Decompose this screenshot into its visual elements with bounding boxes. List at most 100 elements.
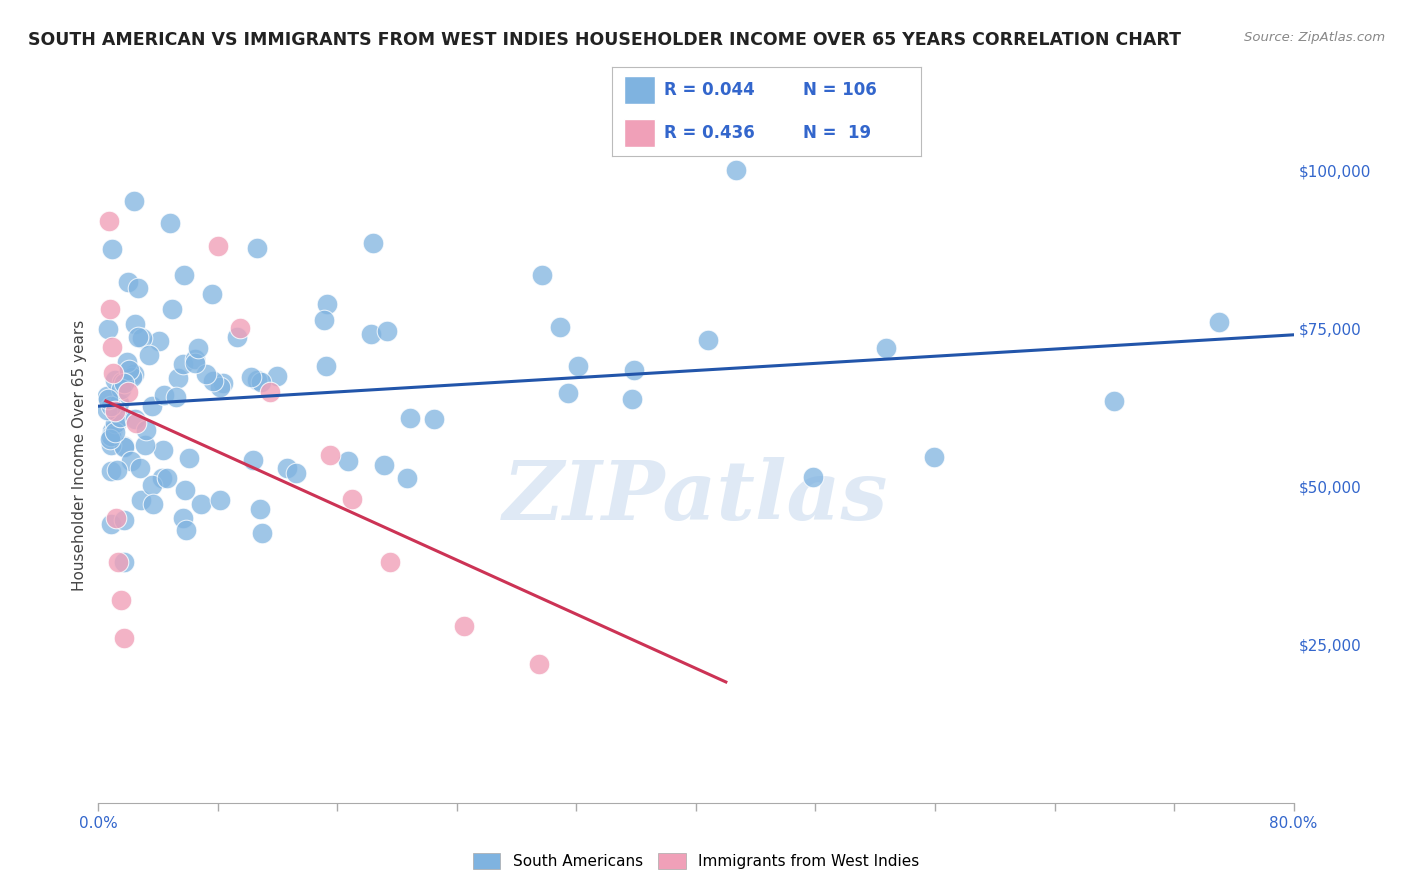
Point — [131, 331, 153, 345]
Point — [100, 438, 122, 452]
Point — [190, 497, 212, 511]
Point — [173, 268, 195, 282]
Point — [1208, 315, 1230, 329]
Point — [110, 383, 132, 397]
Point — [100, 302, 122, 317]
Point — [129, 492, 152, 507]
Point — [97, 214, 120, 228]
Point — [134, 438, 156, 452]
Text: N =  19: N = 19 — [803, 124, 872, 142]
Point — [96, 389, 118, 403]
Point — [207, 239, 229, 253]
Point — [100, 517, 122, 532]
Text: R = 0.044: R = 0.044 — [664, 81, 755, 99]
Point — [112, 441, 135, 455]
Point — [104, 373, 127, 387]
Point — [202, 374, 225, 388]
Legend: South Americans, Immigrants from West Indies: South Americans, Immigrants from West In… — [467, 847, 925, 875]
Point — [360, 326, 382, 341]
Point — [623, 363, 645, 377]
Point — [156, 471, 179, 485]
Point — [101, 340, 124, 354]
Point — [97, 392, 120, 406]
Point — [100, 399, 122, 413]
Text: R = 0.436: R = 0.436 — [664, 124, 755, 142]
Point — [124, 368, 146, 382]
Point — [276, 460, 298, 475]
Point — [240, 370, 263, 384]
Point — [120, 454, 142, 468]
Point — [167, 371, 190, 385]
Point — [101, 242, 124, 256]
Point — [97, 322, 120, 336]
Point — [194, 367, 217, 381]
Point — [246, 241, 269, 255]
Point — [125, 417, 148, 431]
Point — [266, 369, 288, 384]
Point — [183, 356, 205, 370]
Point — [138, 348, 160, 362]
Point — [141, 399, 163, 413]
Point — [177, 451, 200, 466]
Point — [112, 439, 135, 453]
Point — [100, 464, 122, 478]
Point — [124, 317, 146, 331]
Point — [124, 412, 146, 426]
Point — [187, 341, 209, 355]
Point — [375, 324, 398, 338]
Point — [115, 354, 138, 368]
Point — [129, 460, 152, 475]
Point — [567, 359, 589, 373]
Point — [252, 526, 274, 541]
Point — [316, 297, 339, 311]
Point — [117, 384, 139, 399]
Point — [423, 412, 446, 426]
Point — [527, 657, 550, 671]
Point — [373, 458, 395, 473]
Point — [105, 415, 128, 429]
Point — [104, 425, 127, 439]
Point — [96, 403, 118, 417]
Point — [246, 373, 269, 387]
Point — [105, 463, 128, 477]
Point — [100, 429, 122, 443]
Point — [620, 392, 643, 407]
Point — [342, 492, 364, 507]
Bar — [624, 76, 655, 104]
Point — [174, 483, 197, 497]
Point — [127, 281, 149, 295]
Point — [141, 477, 163, 491]
Point — [337, 454, 360, 468]
Bar — [624, 119, 655, 147]
Point — [105, 511, 128, 525]
Point — [212, 376, 235, 390]
Point — [165, 390, 187, 404]
Y-axis label: Householder Income Over 65 years: Householder Income Over 65 years — [72, 319, 87, 591]
Point — [395, 471, 418, 485]
Point — [378, 556, 401, 570]
Point — [259, 384, 281, 399]
Point — [209, 492, 232, 507]
Point — [229, 321, 252, 335]
Point — [104, 403, 127, 417]
Point — [315, 359, 337, 373]
Point — [319, 448, 342, 462]
Point — [284, 467, 307, 481]
Point — [361, 235, 384, 250]
Point — [121, 369, 143, 384]
Point — [172, 357, 194, 371]
Point — [112, 376, 135, 390]
Point — [107, 396, 129, 410]
Point — [725, 163, 748, 178]
Point — [127, 329, 149, 343]
Point — [160, 301, 183, 316]
Point — [875, 341, 897, 355]
Point — [101, 424, 124, 438]
Point — [184, 352, 207, 367]
Text: ZIPatlas: ZIPatlas — [503, 457, 889, 537]
Text: Source: ZipAtlas.com: Source: ZipAtlas.com — [1244, 31, 1385, 45]
Point — [118, 363, 141, 377]
Point — [242, 452, 264, 467]
Text: SOUTH AMERICAN VS IMMIGRANTS FROM WEST INDIES HOUSEHOLDER INCOME OVER 65 YEARS C: SOUTH AMERICAN VS IMMIGRANTS FROM WEST I… — [28, 31, 1181, 49]
Point — [135, 423, 157, 437]
